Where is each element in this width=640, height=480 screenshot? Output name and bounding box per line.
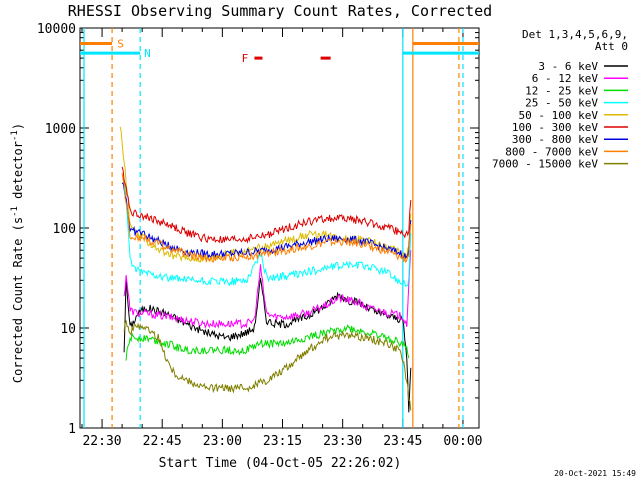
y-label-mid: detector [11,141,25,206]
series-line [123,250,412,330]
series-line [121,182,412,260]
x-tick-label: 23:00 [203,434,242,449]
state-label-F: F [242,52,249,65]
y-axis-label: Corrected Count Rate (s-1 detector-1) [10,123,25,383]
y-label-exp-2: -1 [10,130,20,141]
y-tick-label: 10000 [37,22,76,37]
legend-label: 12 - 25 keV [525,84,598,97]
chart-title: RHESSI Observing Summary Count Rates, Co… [68,2,492,20]
y-label-end: ) [11,123,25,130]
y-label-base: Corrected Count Rate (s [11,217,25,383]
plot-area: 1 10 100 1000 10000 22:30 22:45 23:00 23:15 23:30… [37,22,483,449]
legend-label: 6 - 12 keV [532,72,599,85]
series-line [123,319,412,411]
x-tick-label: 23:45 [383,434,422,449]
series-line [123,178,412,288]
y-label-exp-1: -1 [10,206,20,217]
legend-header-line: Det 1,3,4,5,6,9, [522,28,628,41]
x-tick-label: 23:15 [263,434,302,449]
x-axis-label: Start Time (04-Oct-05 22:26:02) [159,456,402,471]
legend-label: 3 - 6 keV [538,60,598,73]
series-line [121,173,412,264]
series-line [119,126,412,263]
x-tick-label: 22:30 [82,434,121,449]
footer-date: 20-Oct-2021 15:49 [554,469,636,478]
legend-header-line: Att 0 [595,40,628,53]
y-tick-label: 1000 [45,122,76,137]
legend-label: 800 - 7000 keV [505,145,598,158]
svg-text:Corrected Count Rate (s-1 dete: Corrected Count Rate (s-1 detector-1) [10,123,25,383]
legend-label: 50 - 100 keV [519,109,599,122]
legend-label: 25 - 50 keV [525,97,598,110]
legend-label: 100 - 300 keV [512,121,598,134]
x-tick-label: 22:45 [143,434,182,449]
series-line [123,277,412,413]
x-tick-label: 23:30 [323,434,362,449]
legend-label: 300 - 800 keV [512,133,598,146]
y-tick-label: 100 [53,222,76,237]
y-tick-label: 10 [60,322,76,337]
x-tick-label: 00:00 [443,434,482,449]
series-line [121,166,412,244]
legend-label: 7000 - 15000 keV [492,158,598,171]
state-label-N: N [144,47,151,60]
series-line [125,324,410,361]
state-label-S: S [117,37,124,50]
y-tick-label: 1 [68,422,76,437]
